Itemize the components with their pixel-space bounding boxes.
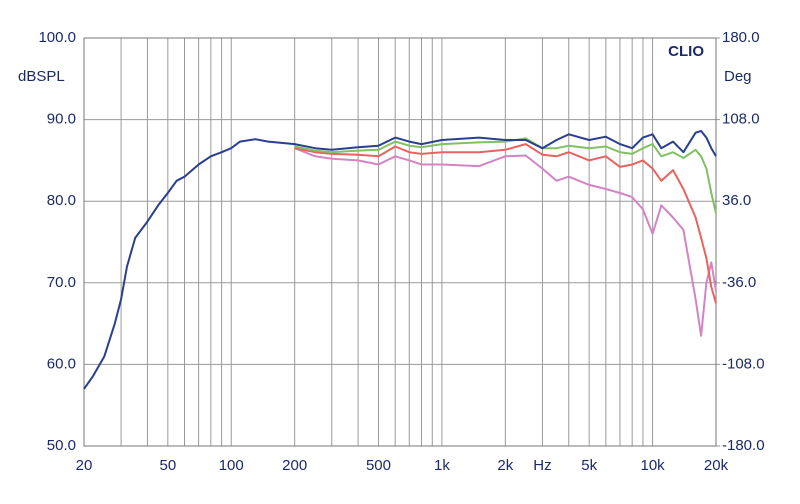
y-tick-label: 70.0: [47, 274, 76, 291]
x-tick-label: 20k: [704, 457, 729, 474]
x-tick-label: 500: [366, 457, 391, 474]
y-tick-label: 100.0: [38, 29, 76, 46]
x-tick-label: 20: [76, 457, 93, 474]
y2-tick-label: -180.0: [722, 437, 765, 454]
y-tick-label: 50.0: [47, 437, 76, 454]
y2-tick-label: -108.0: [722, 355, 765, 372]
series-line: [294, 137, 717, 214]
x-tick-label: 1k: [434, 457, 450, 474]
plot-frame: [83, 37, 717, 447]
series-line: [83, 130, 717, 390]
x-tick-label: 2k: [497, 457, 513, 474]
y2-tick-label: 180.0: [722, 29, 760, 46]
x-tick-label: Hz: [533, 457, 551, 474]
y-tick-label: 90.0: [47, 111, 76, 128]
y-tick-label: 80.0: [47, 192, 76, 209]
y-axis-label: dBSPL: [18, 68, 65, 85]
y2-tick-label: 36.0: [722, 192, 751, 209]
y2-tick-label: 108.0: [722, 111, 760, 128]
y2-tick-label: -36.0: [722, 274, 756, 291]
x-tick-label: 5k: [581, 457, 597, 474]
x-tick-label: 10k: [640, 457, 665, 474]
watermark: CLIO: [668, 43, 704, 60]
y2-axis-label: Deg: [724, 68, 752, 85]
x-tick-label: 100: [219, 457, 244, 474]
x-tick-label: 50: [159, 457, 176, 474]
series-line: [294, 143, 717, 304]
x-tick-label: 200: [282, 457, 307, 474]
y-tick-label: 60.0: [47, 355, 76, 372]
series-line: [294, 147, 717, 337]
